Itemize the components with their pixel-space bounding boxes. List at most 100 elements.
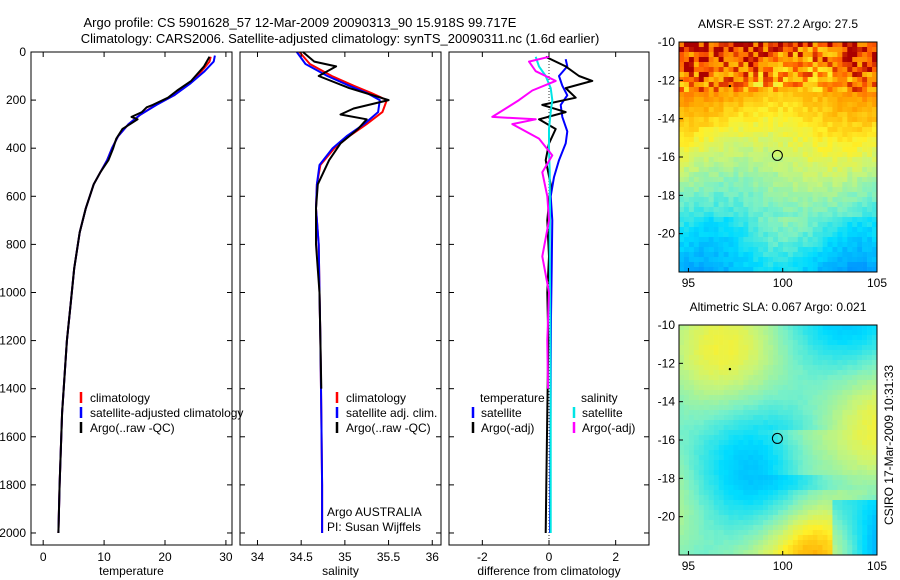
heatmap-cell xyxy=(797,82,804,88)
heatmap-cell xyxy=(857,535,863,541)
heatmap-cell xyxy=(738,147,744,153)
heatmap-cell xyxy=(763,535,769,541)
heatmap-cell xyxy=(748,192,754,198)
heatmap-cell xyxy=(703,535,709,541)
heatmap-cell xyxy=(822,505,828,511)
heatmap-cell xyxy=(867,485,873,491)
heatmap-cell xyxy=(743,450,749,456)
heatmap-cell xyxy=(867,107,873,113)
x-tick-label: 10 xyxy=(97,550,111,564)
heatmap-cell xyxy=(763,355,769,361)
heatmap-cell xyxy=(708,247,714,253)
heatmap-cell xyxy=(763,540,769,546)
heatmap-cell xyxy=(842,420,848,426)
heatmap-cell xyxy=(847,67,853,73)
heatmap-cell xyxy=(723,495,729,501)
heatmap-cell xyxy=(713,340,719,346)
heatmap-cell xyxy=(837,162,843,168)
heatmap-cell xyxy=(748,330,754,336)
heatmap-cell xyxy=(812,355,818,361)
heatmap-cell xyxy=(807,520,813,526)
heatmap-cell xyxy=(713,540,719,546)
heatmap-cell xyxy=(827,440,833,446)
heatmap-cell xyxy=(728,187,734,193)
heatmap-cell xyxy=(753,247,759,253)
heatmap-cell xyxy=(812,242,818,248)
heatmap-cell xyxy=(807,262,813,268)
heatmap-cell xyxy=(817,247,823,253)
heatmap-cell xyxy=(842,335,848,341)
heatmap-cell xyxy=(753,212,759,218)
heatmap-cell xyxy=(693,42,700,48)
heatmap-cell xyxy=(807,232,813,238)
heatmap-cell xyxy=(792,365,799,371)
heatmap-cell xyxy=(763,52,769,58)
heatmap-cell xyxy=(758,187,764,193)
heatmap-cell xyxy=(867,117,873,123)
heatmap-cell xyxy=(817,440,823,446)
heatmap-cell xyxy=(683,132,690,138)
heatmap-cell xyxy=(787,222,794,228)
heatmap-cell xyxy=(773,67,779,73)
heatmap-cell xyxy=(773,97,779,103)
heatmap-cell xyxy=(837,345,843,351)
heatmap-cell xyxy=(872,400,878,406)
heatmap-cell xyxy=(773,102,779,108)
heatmap-cell xyxy=(758,500,764,506)
heatmap-cell xyxy=(862,42,868,48)
heatmap-cell xyxy=(738,375,744,381)
heatmap-cell xyxy=(679,232,685,238)
heatmap-cell xyxy=(787,262,794,268)
heatmap-cell xyxy=(807,257,813,263)
heatmap-cell xyxy=(778,247,784,253)
heatmap-cell xyxy=(862,545,868,551)
heatmap-cell xyxy=(728,192,734,198)
heatmap-cell xyxy=(703,355,709,361)
heatmap-cell xyxy=(679,350,685,356)
heatmap-cell xyxy=(837,127,843,133)
heatmap-cell xyxy=(827,520,833,526)
heatmap-cell xyxy=(713,335,719,341)
heatmap-cell xyxy=(827,330,833,336)
heatmap-cell xyxy=(827,102,833,108)
heatmap-cell xyxy=(679,47,685,53)
heatmap-cell xyxy=(698,117,705,123)
heatmap-cell xyxy=(872,480,878,486)
x-tick-label: 35.5 xyxy=(377,550,401,564)
heatmap-cell xyxy=(713,117,719,123)
heatmap-cell xyxy=(693,187,700,193)
heatmap-cell xyxy=(827,405,833,411)
heatmap-cell xyxy=(817,197,823,203)
heatmap-cell xyxy=(763,187,769,193)
heatmap-cell xyxy=(773,217,779,223)
heatmap-cell xyxy=(832,455,838,461)
heatmap-cell xyxy=(778,360,784,366)
heatmap-cell xyxy=(817,217,823,223)
heatmap-cell xyxy=(693,92,700,98)
heatmap-cell xyxy=(822,92,828,98)
heatmap-cell xyxy=(733,390,739,396)
heatmap-cell xyxy=(787,212,794,218)
heatmap-cell xyxy=(738,87,744,93)
heatmap-cell xyxy=(797,385,804,391)
heatmap-cell xyxy=(728,355,734,361)
heatmap-cell xyxy=(822,465,828,471)
heatmap-cell xyxy=(832,355,838,361)
heatmap-cell xyxy=(857,212,863,218)
heatmap-cell xyxy=(817,167,823,173)
argo-float-marker xyxy=(771,432,783,444)
heatmap-cell xyxy=(763,77,769,83)
heatmap-cell xyxy=(753,425,759,431)
heatmap-cell xyxy=(698,470,705,476)
heatmap-cell xyxy=(773,415,779,421)
heatmap-cell xyxy=(852,520,858,526)
sst-heatmap-cells xyxy=(679,42,878,273)
heatmap-cell xyxy=(688,42,695,48)
heatmap-cell xyxy=(718,490,724,496)
heatmap-cell xyxy=(787,420,794,426)
heatmap-cell xyxy=(728,385,734,391)
heatmap-cell xyxy=(763,122,769,128)
heatmap-cell xyxy=(758,132,764,138)
heatmap-cell xyxy=(867,355,873,361)
heatmap-cell xyxy=(787,500,794,506)
